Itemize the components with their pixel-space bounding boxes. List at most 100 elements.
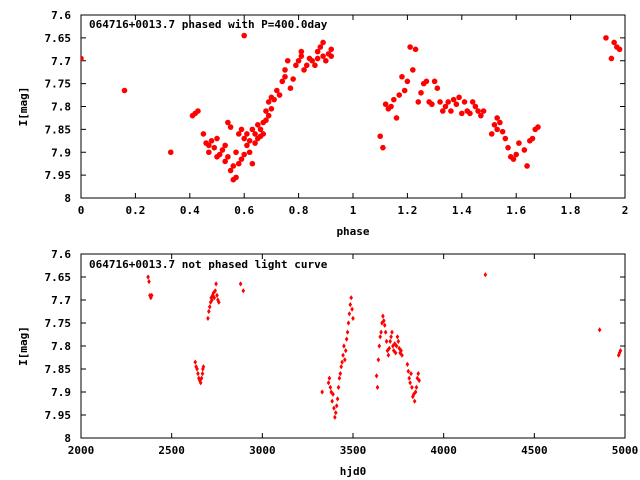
data-point: [442, 103, 449, 110]
data-point: [207, 308, 211, 315]
x-tick-label: 3000: [249, 444, 276, 457]
data-point: [235, 131, 242, 137]
x-tick-label: 1: [350, 204, 357, 217]
y-axis-label: I[mag]: [17, 326, 30, 366]
data-point: [274, 87, 280, 94]
y-tick-label: 7.9: [51, 146, 71, 159]
data-point: [396, 338, 401, 344]
data-point: [263, 117, 269, 124]
data-point: [404, 78, 411, 85]
data-point: [391, 96, 397, 103]
y-tick-label: 7.65: [45, 32, 72, 45]
data-point: [328, 53, 335, 59]
data-point: [320, 39, 326, 46]
data-point: [380, 144, 386, 151]
chart-title: 064716+0013.7 not phased light curve: [89, 258, 328, 271]
data-point: [467, 110, 473, 117]
data-point: [320, 389, 324, 395]
data-point: [333, 414, 337, 420]
x-tick-label: 0.8: [289, 204, 309, 217]
data-point: [279, 78, 286, 85]
y-tick-label: 7.65: [45, 271, 72, 284]
data-point: [475, 108, 481, 114]
x-tick-label: 1.8: [561, 204, 581, 217]
x-tick-label: 1.4: [452, 204, 472, 217]
y-tick-label: 8: [64, 432, 71, 445]
data-point: [351, 315, 355, 321]
data-point: [469, 99, 476, 105]
data-point: [211, 290, 216, 296]
data-point: [383, 329, 388, 335]
data-point: [193, 359, 198, 365]
data-point: [207, 304, 212, 310]
data-point: [375, 384, 380, 390]
data-point: [407, 44, 413, 50]
data-point: [214, 135, 220, 142]
data-point: [331, 391, 335, 397]
data-point: [390, 329, 394, 335]
data-point: [348, 302, 353, 308]
data-point: [616, 46, 623, 53]
data-point: [494, 126, 500, 133]
data-point: [263, 108, 269, 114]
y-tick-label: 7.85: [45, 363, 72, 376]
y-tick-label: 7.95: [45, 169, 72, 182]
data-point: [268, 105, 275, 112]
data-point: [349, 295, 353, 301]
data-point: [257, 126, 264, 133]
data-point: [225, 119, 231, 126]
data-point: [336, 384, 341, 390]
data-point: [608, 55, 615, 62]
plot-frame: [80, 14, 626, 199]
x-tick-label: 1.6: [506, 204, 526, 217]
data-point: [416, 371, 421, 377]
data-point: [401, 87, 408, 94]
data-point: [225, 154, 231, 160]
data-point: [200, 371, 205, 377]
data-point: [298, 53, 305, 59]
data-point: [287, 85, 294, 91]
x-tick-label: 1.2: [397, 204, 417, 217]
data-point: [210, 297, 214, 303]
data-point: [377, 133, 384, 140]
data-point: [400, 352, 404, 358]
data-point: [386, 352, 391, 358]
data-point: [235, 160, 242, 167]
data-point: [407, 375, 412, 381]
data-point: [328, 384, 333, 390]
data-point: [337, 375, 342, 381]
data-point: [147, 279, 151, 285]
data-point: [198, 380, 203, 386]
data-point: [388, 103, 394, 110]
data-point: [392, 348, 396, 354]
data-point: [418, 89, 424, 96]
data-point: [200, 131, 207, 137]
data-point: [344, 336, 349, 342]
data-point: [488, 131, 495, 137]
data-point: [271, 96, 277, 103]
x-tick-label: 5000: [612, 444, 639, 457]
data-point: [395, 334, 400, 340]
data-point: [312, 62, 318, 69]
data-point: [415, 375, 420, 381]
data-point: [241, 151, 247, 158]
data-point: [212, 295, 217, 301]
data-point: [377, 343, 382, 349]
data-point: [314, 48, 321, 55]
data-point: [309, 57, 316, 64]
data-point: [196, 371, 200, 377]
data-point: [439, 108, 446, 114]
data-point: [459, 110, 465, 117]
data-point: [453, 101, 460, 108]
data-point: [241, 135, 247, 142]
data-point: [448, 108, 454, 114]
y-tick-label: 7.7: [51, 294, 71, 307]
data-point: [343, 348, 348, 354]
data-point: [618, 348, 623, 354]
data-point: [211, 144, 218, 151]
data-point: [378, 334, 382, 340]
x-axis-label: phase: [336, 225, 369, 238]
data-point: [409, 371, 413, 377]
data-point: [398, 350, 402, 356]
x-tick-label: 2500: [158, 444, 185, 457]
